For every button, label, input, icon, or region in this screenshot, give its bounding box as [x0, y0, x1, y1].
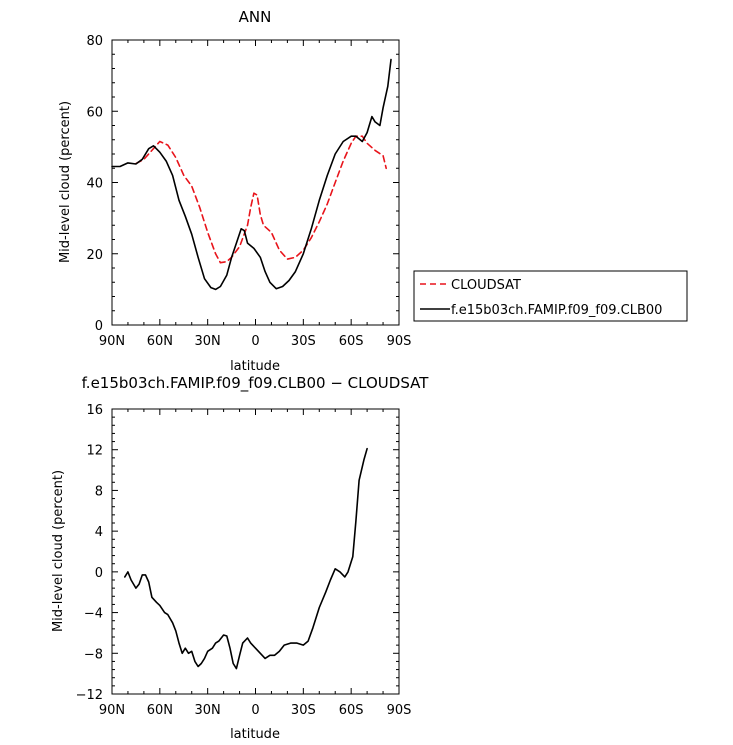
bottom-chart-title: f.e15b03ch.FAMIP.f09_f09.CLB00 − CLOUDSA… — [82, 374, 430, 393]
top-chart-title: ANN — [239, 8, 272, 26]
legend-label-cloudsat: CLOUDSAT — [451, 278, 521, 293]
bottom-y-tick-labels: −12 −8 −4 0 4 8 12 16 — [76, 403, 103, 703]
bottom-y-tick-label: 16 — [86, 403, 103, 418]
bottom-x-tick-label: 60S — [339, 703, 364, 718]
top-panel-ticks — [111, 39, 400, 326]
top-x-tick-label: 90N — [99, 334, 125, 349]
top-y-tick-label: 60 — [86, 105, 103, 120]
top-x-tick-label: 0 — [251, 334, 259, 349]
bottom-x-tick-label: 0 — [251, 703, 259, 718]
bottom-y-axis-label: Mid-level cloud (percent) — [51, 470, 66, 632]
top-y-tick-label: 20 — [86, 248, 103, 263]
bottom-x-tick-label: 90S — [387, 703, 412, 718]
bottom-x-tick-label: 60N — [147, 703, 173, 718]
bottom-x-tick-labels: 90N 60N 30N 0 30S 60S 90S — [99, 703, 412, 718]
top-x-tick-label: 60S — [339, 334, 364, 349]
top-y-tick-label: 80 — [86, 34, 103, 49]
top-x-tick-label: 60N — [147, 334, 173, 349]
top-y-tick-labels: 0 20 40 60 80 — [86, 34, 103, 334]
bottom-x-tick-label: 90N — [99, 703, 125, 718]
bottom-panel: 90N 60N 30N 0 30S 60S 90S −12 −8 −4 0 4 8 12 16 f.e15… — [51, 374, 429, 742]
bottom-series-layer — [124, 447, 368, 670]
top-series-line-1 — [111, 58, 392, 291]
bottom-y-tick-label: 12 — [86, 444, 103, 459]
top-series-layer — [111, 58, 392, 291]
legend-box — [413, 270, 688, 322]
bottom-series-line-0 — [124, 447, 368, 670]
bottom-plot-frame — [111, 408, 400, 695]
top-y-tick-label: 40 — [86, 177, 103, 192]
bottom-y-tick-label: 0 — [95, 566, 103, 581]
bottom-y-tick-label: 8 — [95, 484, 103, 499]
top-series-line-0 — [135, 135, 388, 264]
top-x-axis-label: latitude — [230, 359, 280, 374]
bottom-x-tick-label: 30N — [195, 703, 221, 718]
legend: CLOUDSAT f.e15b03ch.FAMIP.f09_f09.CLB00 — [413, 270, 688, 322]
bottom-y-tick-label: −8 — [84, 647, 103, 662]
bottom-y-tick-label: 4 — [95, 525, 103, 540]
top-x-tick-label: 90S — [387, 334, 412, 349]
legend-label-model: f.e15b03ch.FAMIP.f09_f09.CLB00 — [451, 303, 662, 318]
top-y-axis-label: Mid-level cloud (percent) — [58, 101, 73, 263]
top-plot-frame — [111, 39, 400, 326]
top-y-tick-label: 0 — [95, 319, 103, 334]
top-panel: 90N 60N 30N 0 30S 60S 90S 0 20 40 60 80 ANN latitu… — [58, 8, 411, 374]
top-x-tick-label: 30N — [195, 334, 221, 349]
bottom-y-tick-label: −12 — [76, 688, 103, 703]
bottom-y-tick-label: −4 — [84, 607, 103, 622]
top-x-tick-labels: 90N 60N 30N 0 30S 60S 90S — [99, 334, 412, 349]
bottom-x-axis-label: latitude — [230, 727, 280, 742]
top-x-tick-label: 30S — [291, 334, 316, 349]
bottom-panel-ticks — [111, 408, 400, 695]
bottom-x-tick-label: 30S — [291, 703, 316, 718]
